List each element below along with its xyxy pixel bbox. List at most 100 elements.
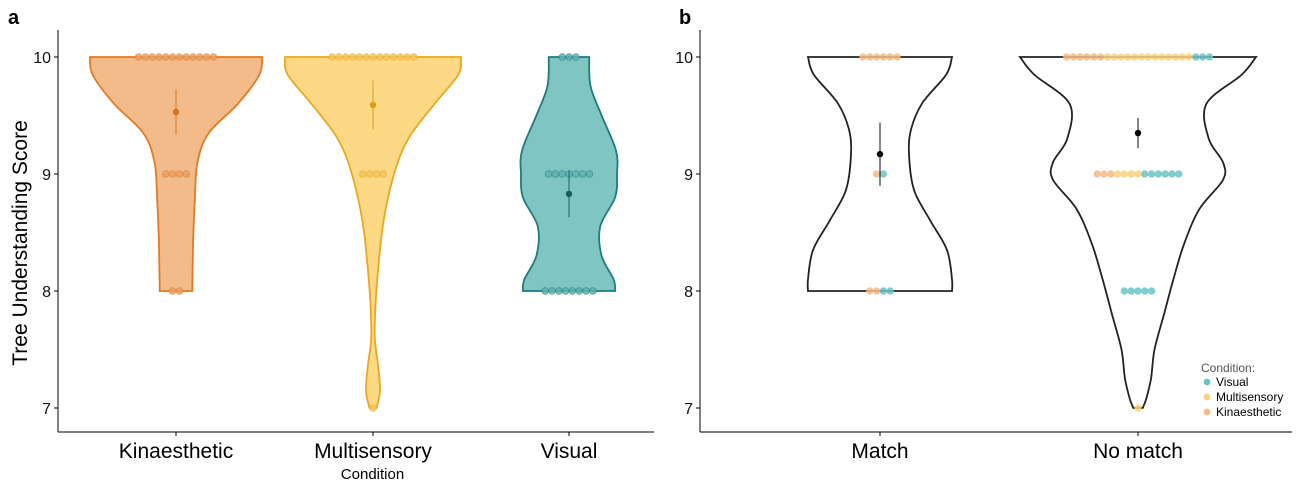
data-point xyxy=(409,53,418,61)
data-point xyxy=(358,170,367,178)
mean-point xyxy=(876,150,884,158)
data-point xyxy=(1141,287,1149,295)
x-axis-title: Condition xyxy=(341,466,404,482)
data-point xyxy=(1124,53,1132,61)
data-point xyxy=(1141,170,1149,178)
data-point xyxy=(588,287,597,295)
violin xyxy=(1018,56,1258,409)
data-point xyxy=(1147,170,1156,178)
data-point xyxy=(168,287,177,295)
data-point xyxy=(872,170,881,178)
x-tick-label: Multisensory xyxy=(314,440,432,463)
data-point xyxy=(558,53,566,61)
data-point xyxy=(571,53,580,61)
y-tick-label: 10 xyxy=(33,50,51,67)
data-point xyxy=(859,53,867,61)
data-point xyxy=(182,170,191,178)
data-point xyxy=(879,53,888,61)
data-point xyxy=(1178,53,1186,61)
data-point xyxy=(175,170,184,178)
data-point xyxy=(1107,170,1115,178)
data-point xyxy=(1090,53,1098,61)
data-point xyxy=(548,287,556,295)
mean-point xyxy=(172,108,180,116)
data-point xyxy=(1151,53,1159,61)
data-point xyxy=(1127,287,1135,295)
data-point xyxy=(1154,170,1163,178)
data-point xyxy=(1113,170,1122,178)
legend-swatch xyxy=(1203,378,1211,386)
data-point xyxy=(544,170,553,178)
y-tick-label: 10 xyxy=(675,50,693,67)
panel-label: a xyxy=(8,7,20,29)
data-point xyxy=(571,170,580,178)
data-point xyxy=(879,287,888,295)
data-point xyxy=(879,170,888,178)
data-point xyxy=(202,53,211,61)
data-point xyxy=(162,170,170,178)
data-point xyxy=(541,287,549,295)
data-point xyxy=(1147,287,1156,295)
data-point xyxy=(168,170,177,178)
y-tick-label: 7 xyxy=(42,401,51,418)
data-point xyxy=(1205,53,1214,61)
data-point xyxy=(134,53,143,61)
legend-swatch xyxy=(1203,408,1211,416)
data-point xyxy=(369,404,377,412)
data-point xyxy=(1110,53,1118,61)
data-point xyxy=(196,53,204,61)
data-point xyxy=(554,287,563,295)
data-point xyxy=(209,53,218,61)
data-point xyxy=(1144,53,1152,61)
mean-point xyxy=(565,190,573,198)
data-point xyxy=(362,53,371,61)
data-point xyxy=(551,170,560,178)
data-point xyxy=(403,53,411,61)
data-point xyxy=(1198,53,1207,61)
data-point xyxy=(1137,53,1146,61)
data-point xyxy=(1069,53,1078,61)
data-point xyxy=(379,170,388,178)
y-tick-label: 7 xyxy=(684,401,693,418)
data-point xyxy=(369,53,377,61)
data-point xyxy=(389,53,398,61)
data-point xyxy=(1076,53,1084,61)
data-point xyxy=(1127,170,1135,178)
data-point xyxy=(558,170,566,178)
x-tick-label: Kinaesthetic xyxy=(119,440,233,463)
data-point xyxy=(365,170,374,178)
data-point xyxy=(1117,53,1125,61)
data-point xyxy=(1185,53,1193,61)
data-point xyxy=(1161,170,1169,178)
mean-point xyxy=(1134,129,1142,137)
data-point xyxy=(341,53,350,61)
data-point xyxy=(561,287,570,295)
data-point xyxy=(162,53,170,61)
data-point xyxy=(396,53,405,61)
data-point xyxy=(1171,53,1180,61)
data-point xyxy=(1134,404,1142,412)
y-tick-label: 8 xyxy=(684,284,693,301)
data-point xyxy=(175,287,184,295)
data-point xyxy=(886,287,894,295)
data-point xyxy=(575,287,583,295)
data-point xyxy=(1120,287,1129,295)
data-point xyxy=(872,287,881,295)
data-point xyxy=(886,53,894,61)
x-tick-label: Visual xyxy=(541,440,598,463)
panel-b: b 7 8 9 10 Match No match Condition:VisualMulti… xyxy=(675,7,1292,463)
mean-point xyxy=(369,101,377,109)
data-point xyxy=(175,53,184,61)
data-point xyxy=(865,287,874,295)
data-point xyxy=(335,53,343,61)
data-point xyxy=(148,53,157,61)
data-point xyxy=(1168,170,1176,178)
panel-a: a 7 8 9 10 Kinaesthetic Multisensory Visual Tree… xyxy=(8,7,654,482)
data-point xyxy=(328,53,337,61)
data-point xyxy=(1134,170,1142,178)
data-point xyxy=(568,287,577,295)
data-point xyxy=(155,53,163,61)
x-tick-label: Match xyxy=(851,440,908,463)
y-axis-title: Tree Understanding Score xyxy=(9,120,32,366)
data-point xyxy=(372,170,381,178)
